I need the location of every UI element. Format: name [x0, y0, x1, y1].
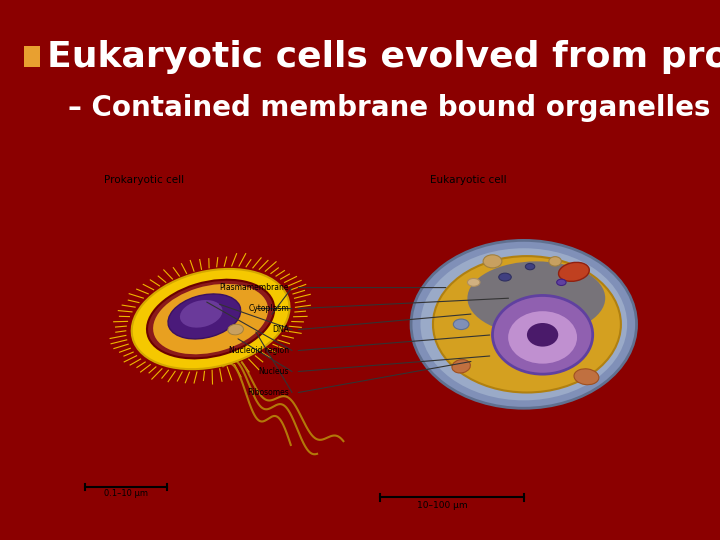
Text: Cytoplasm: Cytoplasm	[248, 304, 289, 313]
Ellipse shape	[147, 280, 274, 359]
Ellipse shape	[559, 262, 589, 281]
Ellipse shape	[452, 360, 470, 373]
Ellipse shape	[168, 294, 240, 339]
Text: 0.1–10 µm: 0.1–10 µm	[104, 489, 148, 498]
Ellipse shape	[467, 279, 480, 286]
Ellipse shape	[132, 269, 289, 369]
FancyBboxPatch shape	[24, 46, 40, 67]
Ellipse shape	[557, 279, 566, 286]
Text: DNA: DNA	[272, 325, 289, 334]
Text: Plasmamembrane: Plasmamembrane	[220, 283, 289, 292]
Text: Ribosomes: Ribosomes	[247, 388, 289, 397]
Ellipse shape	[574, 369, 599, 384]
Text: Prokaryotic cell: Prokaryotic cell	[104, 174, 184, 185]
Text: Nucleus: Nucleus	[258, 367, 289, 376]
Ellipse shape	[549, 256, 562, 266]
Ellipse shape	[153, 284, 268, 354]
Ellipse shape	[483, 255, 502, 268]
Ellipse shape	[411, 240, 636, 408]
Ellipse shape	[526, 264, 535, 270]
Ellipse shape	[467, 261, 606, 335]
Ellipse shape	[228, 324, 243, 335]
Ellipse shape	[499, 273, 511, 281]
Ellipse shape	[492, 295, 593, 374]
Text: Eukaryotic cells evolved from prokaryotes.: Eukaryotic cells evolved from prokaryote…	[47, 40, 720, 73]
Ellipse shape	[420, 248, 627, 400]
Ellipse shape	[527, 323, 558, 347]
Text: 10–100 µm: 10–100 µm	[418, 501, 468, 510]
Ellipse shape	[433, 256, 621, 393]
Text: Nucleoid region: Nucleoid region	[229, 346, 289, 355]
Ellipse shape	[454, 319, 469, 329]
Text: – Contained membrane bound organelles: – Contained membrane bound organelles	[68, 94, 711, 122]
Ellipse shape	[180, 300, 222, 328]
Text: Eukaryotic cell: Eukaryotic cell	[430, 174, 506, 185]
Ellipse shape	[508, 311, 577, 363]
